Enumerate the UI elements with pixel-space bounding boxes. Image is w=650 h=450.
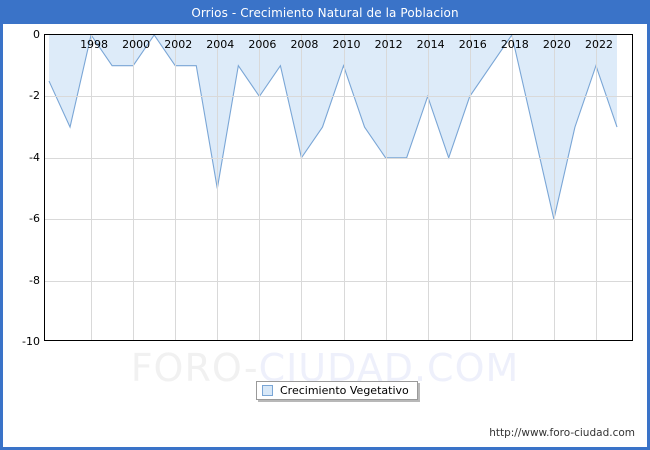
gridline-vertical: [595, 35, 597, 340]
gridline-vertical: [133, 35, 135, 340]
legend-item-label: Crecimiento Vegetativo: [280, 384, 409, 397]
gridline-vertical: [91, 35, 93, 340]
gridline-horizontal: [45, 157, 632, 159]
watermark-part-one: FORO-: [130, 346, 259, 390]
gridline-horizontal: [45, 280, 632, 282]
gridline-vertical: [427, 35, 429, 340]
gridline-vertical: [553, 35, 555, 340]
gridline-vertical: [175, 35, 177, 340]
y-axis-tick-label: -4: [29, 150, 40, 164]
y-axis-tick-label: -2: [29, 89, 40, 103]
gridline-horizontal: [45, 219, 632, 221]
gridline-vertical: [343, 35, 345, 340]
page-title: Orrios - Crecimiento Natural de la Pobla…: [191, 6, 459, 20]
plot-area: [44, 34, 633, 341]
legend-swatch-icon: [262, 385, 273, 396]
area-fill: [49, 35, 617, 220]
y-axis-tick-label: -6: [29, 212, 40, 226]
y-axis-tick-label: -8: [29, 273, 40, 287]
y-axis-tick-label: 0: [33, 28, 40, 41]
chart-legend[interactable]: Crecimiento Vegetativo: [256, 381, 418, 400]
gridline-vertical: [385, 35, 387, 340]
gridline-vertical: [217, 35, 219, 340]
chart-canvas: 0 -2 -4 -6 -8 -10 1998 2000 2002 2004 2006 2008 201…: [3, 24, 647, 447]
y-axis: 0 -2 -4 -6 -8 -10: [3, 29, 40, 347]
gridline-vertical: [301, 35, 303, 340]
y-axis-tick-label: -10: [22, 335, 40, 348]
gridline-vertical: [469, 35, 471, 340]
source-url[interactable]: http://www.foro-ciudad.com: [489, 427, 635, 439]
gridline-horizontal: [45, 96, 632, 98]
window-title-bar: Orrios - Crecimiento Natural de la Pobla…: [3, 3, 647, 24]
gridline-vertical: [511, 35, 513, 340]
gridline-vertical: [259, 35, 261, 340]
